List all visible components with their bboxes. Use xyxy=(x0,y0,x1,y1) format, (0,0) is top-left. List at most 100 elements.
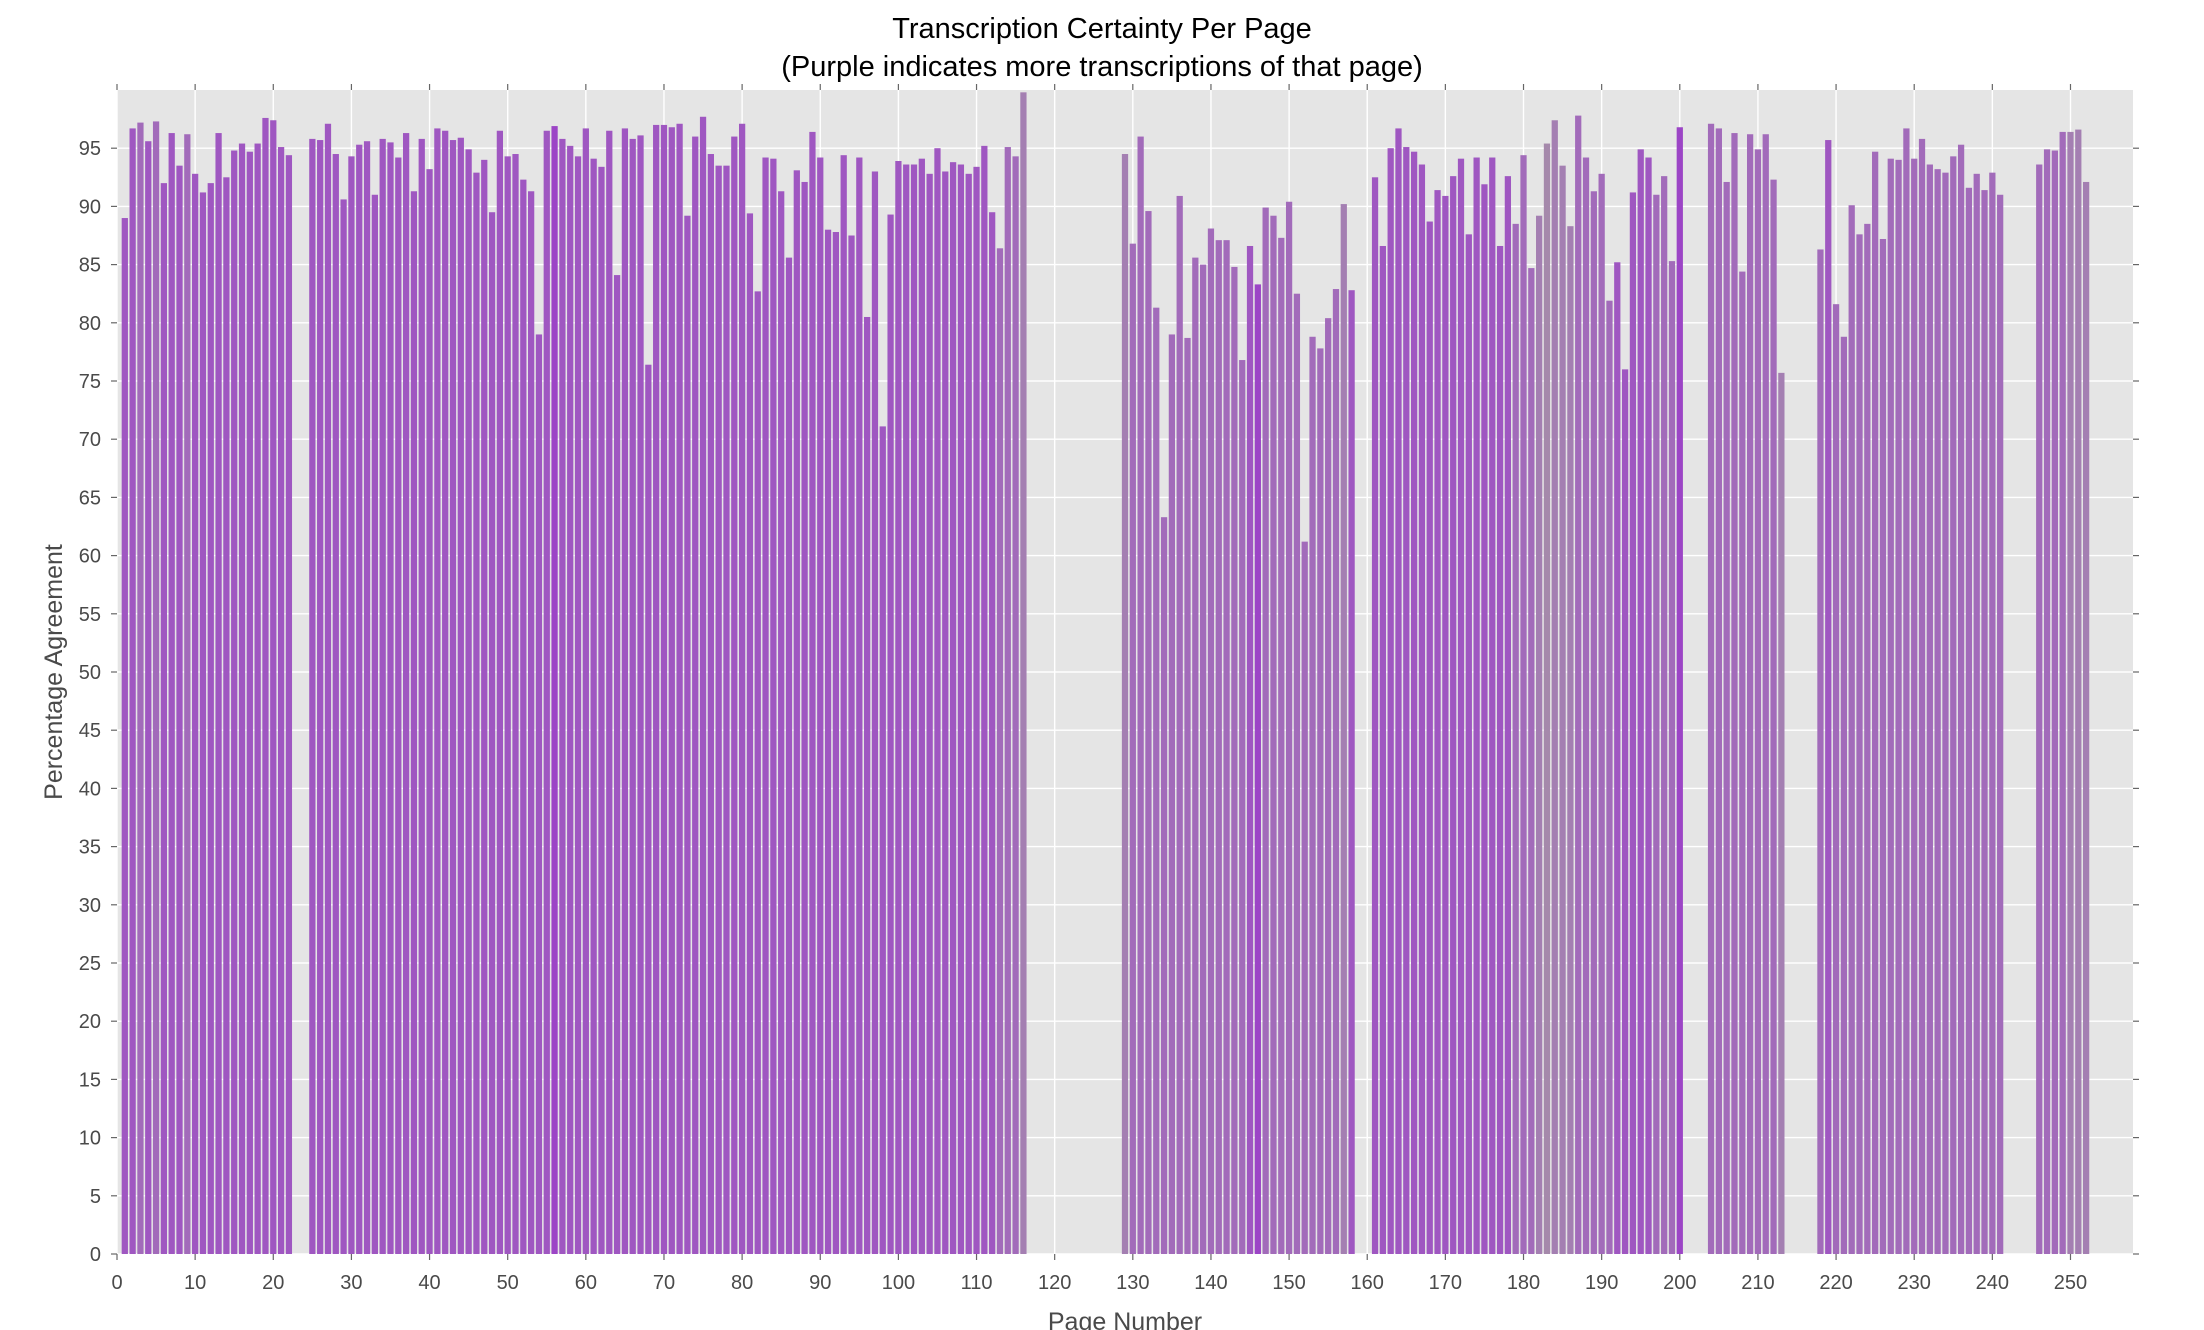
bar xyxy=(731,136,738,1254)
bar xyxy=(418,138,425,1255)
x-tick-label: 210 xyxy=(1741,1272,1774,1294)
bar xyxy=(949,162,957,1255)
bar xyxy=(801,181,808,1254)
bar xyxy=(231,150,238,1255)
bar xyxy=(1567,226,1574,1255)
x-tick-label: 110 xyxy=(961,1272,993,1294)
bar xyxy=(324,123,332,1255)
bar xyxy=(824,229,832,1255)
bar xyxy=(1426,221,1433,1255)
bar xyxy=(426,169,433,1255)
bar xyxy=(1629,192,1637,1254)
bar xyxy=(1434,190,1441,1254)
x-tick-label: 130 xyxy=(1116,1272,1149,1294)
bar xyxy=(1606,300,1613,1255)
y-tick-label: 25 xyxy=(79,953,101,975)
bar xyxy=(715,165,722,1254)
bar xyxy=(1496,245,1504,1254)
bar xyxy=(1317,348,1324,1255)
x-tick-label: 0 xyxy=(111,1272,122,1294)
bar xyxy=(1637,149,1644,1254)
bar xyxy=(1707,123,1715,1255)
y-tick-label: 5 xyxy=(90,1186,101,1208)
bar xyxy=(176,165,183,1254)
bar xyxy=(160,183,168,1254)
bar xyxy=(1536,215,1543,1254)
bar xyxy=(1121,154,1129,1254)
bar xyxy=(770,158,777,1254)
bar xyxy=(1239,360,1246,1255)
bar xyxy=(1215,240,1222,1254)
x-tick-label: 180 xyxy=(1507,1272,1540,1294)
bar xyxy=(653,124,660,1254)
bar xyxy=(1825,140,1832,1254)
bar xyxy=(1840,336,1848,1254)
x-tick-label: 60 xyxy=(575,1272,597,1294)
bar xyxy=(1981,190,1988,1254)
bar xyxy=(1184,337,1191,1254)
bar xyxy=(1160,517,1168,1254)
bar xyxy=(410,191,418,1254)
bar xyxy=(1309,336,1316,1254)
bar xyxy=(121,218,128,1254)
x-tick-label: 40 xyxy=(418,1272,440,1294)
bar xyxy=(1950,156,1957,1254)
bar xyxy=(707,154,714,1254)
bar xyxy=(879,426,886,1254)
bar xyxy=(1989,172,1996,1254)
bar xyxy=(215,133,222,1254)
bar xyxy=(1457,158,1465,1254)
bar xyxy=(1278,237,1285,1254)
bar xyxy=(1489,157,1496,1255)
bar xyxy=(1715,128,1722,1255)
x-tick-label: 20 xyxy=(262,1272,284,1294)
bar xyxy=(934,148,941,1255)
bar xyxy=(1676,127,1683,1254)
bar xyxy=(1559,165,1566,1254)
bar xyxy=(1371,177,1379,1254)
x-tick-label: 230 xyxy=(1898,1272,1931,1294)
bar xyxy=(2059,131,2066,1254)
bar xyxy=(926,173,933,1255)
bar xyxy=(2043,149,2051,1254)
bar xyxy=(457,137,464,1254)
chart-subtitle: (Purple indicates more transcriptions of… xyxy=(781,51,1423,83)
bar xyxy=(199,192,207,1254)
bar xyxy=(356,144,363,1254)
bar xyxy=(1340,204,1347,1254)
bar xyxy=(676,123,683,1255)
bar xyxy=(1418,164,1426,1255)
bar xyxy=(1512,223,1519,1255)
bar xyxy=(238,143,246,1255)
y-tick-label: 15 xyxy=(79,1069,101,1091)
bar xyxy=(918,158,925,1254)
y-tick-label: 90 xyxy=(79,196,101,218)
y-tick-label: 60 xyxy=(79,546,101,568)
bar xyxy=(1465,234,1472,1254)
bar xyxy=(1270,215,1277,1254)
bar xyxy=(1129,243,1136,1254)
bar xyxy=(606,130,613,1255)
bar xyxy=(262,117,269,1254)
bars xyxy=(121,92,2090,1255)
bar xyxy=(785,257,793,1255)
bar xyxy=(449,140,457,1254)
bar xyxy=(582,128,589,1255)
bar xyxy=(1192,257,1199,1255)
bar xyxy=(1903,128,1910,1255)
chart-title-block: Transcription Certainty Per Page (Purple… xyxy=(0,10,2204,86)
bar xyxy=(442,130,449,1255)
bar xyxy=(184,134,191,1255)
bar xyxy=(1395,128,1402,1255)
y-tick-label: 35 xyxy=(79,837,101,859)
bar xyxy=(1723,181,1730,1254)
bar xyxy=(1020,92,1027,1254)
y-tick-label: 95 xyxy=(79,138,101,160)
bar xyxy=(277,147,285,1254)
bar xyxy=(481,159,488,1255)
bar xyxy=(520,179,527,1254)
y-tick-label: 55 xyxy=(79,604,101,626)
bar xyxy=(363,141,371,1254)
x-tick-label: 160 xyxy=(1351,1272,1384,1294)
y-tick-label: 85 xyxy=(79,255,101,277)
